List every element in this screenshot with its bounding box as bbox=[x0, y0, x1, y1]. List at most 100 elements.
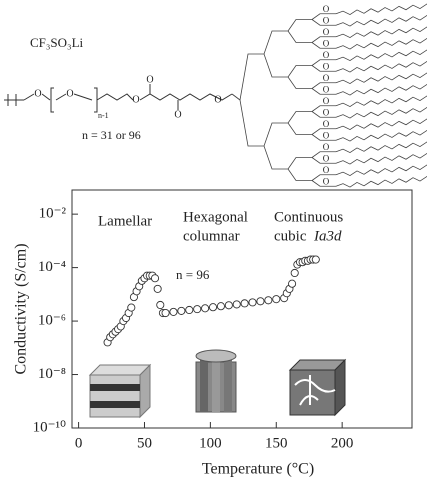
data-point bbox=[273, 296, 280, 303]
oxygen-label: O bbox=[323, 96, 330, 106]
backbone-bond bbox=[232, 94, 240, 100]
alkyl-chain bbox=[336, 4, 427, 15]
figure: CF₃SO₃Li n = 31 or 96 O O n-1 O O O O OO… bbox=[0, 0, 427, 486]
oxygen-label: O bbox=[323, 119, 330, 129]
branch-bond bbox=[240, 54, 264, 100]
alkyl-chain bbox=[336, 38, 427, 49]
y-axis-title: Conductivity (S/cm) bbox=[13, 243, 30, 374]
y-tick-label: 10⁻⁸ bbox=[38, 366, 66, 382]
oxygen-label: O bbox=[323, 84, 330, 94]
oxygen-label: O bbox=[323, 142, 330, 152]
oxygen-label: O bbox=[323, 50, 330, 60]
oxygen-label: O bbox=[323, 73, 330, 83]
data-point bbox=[151, 275, 158, 282]
branch-bond bbox=[288, 77, 312, 89]
data-point bbox=[194, 306, 201, 313]
x-axis-title: Temperature (°C) bbox=[202, 461, 314, 478]
alkyl-chain bbox=[336, 61, 427, 72]
x-tick-label: 150 bbox=[265, 435, 288, 451]
alkyl-chain bbox=[336, 96, 427, 107]
lamellar-inset bbox=[90, 365, 150, 417]
repeat-label: n-1 bbox=[98, 111, 109, 120]
x-tick-label: 0 bbox=[75, 435, 83, 451]
branch-bond bbox=[264, 146, 288, 169]
branch-bond bbox=[288, 31, 312, 43]
branch-bond bbox=[288, 20, 312, 32]
alkyl-chain bbox=[336, 176, 427, 187]
branch-bond bbox=[288, 158, 312, 170]
branch-bond bbox=[240, 100, 264, 146]
alkyl-chain bbox=[336, 130, 427, 141]
oxygen-label: O bbox=[323, 176, 330, 186]
oxygen-label: O bbox=[323, 27, 330, 37]
data-point bbox=[257, 298, 264, 305]
data-point bbox=[154, 285, 161, 292]
annotation: Ia3d bbox=[313, 228, 342, 244]
oxygen-label: O bbox=[323, 61, 330, 71]
alkyl-chain bbox=[336, 119, 427, 130]
data-point bbox=[209, 304, 216, 311]
branch-bond bbox=[264, 123, 288, 146]
x-tick-label: 200 bbox=[331, 435, 354, 451]
oxygen-label: O bbox=[323, 107, 330, 117]
y-tick-label: 10⁻⁶ bbox=[38, 313, 66, 329]
phase-insets bbox=[90, 350, 345, 417]
columnar-inset bbox=[196, 350, 236, 412]
data-point bbox=[202, 305, 209, 312]
alkyl-chain bbox=[336, 165, 427, 176]
data-point bbox=[128, 304, 135, 311]
alkyl-chain bbox=[336, 153, 427, 164]
salt-label: CF₃SO₃Li bbox=[30, 35, 84, 50]
data-point bbox=[217, 303, 224, 310]
data-point bbox=[241, 300, 248, 307]
data-point bbox=[162, 309, 169, 316]
annotation: cubic bbox=[274, 228, 307, 244]
branch-bond bbox=[264, 54, 288, 77]
x-tick-label: 100 bbox=[199, 435, 222, 451]
y-tick-label: 10⁻⁴ bbox=[38, 259, 66, 275]
page: CF₃SO₃Li n = 31 or 96 O O n-1 O O O O OO… bbox=[0, 0, 427, 486]
alkyl-chain bbox=[336, 73, 427, 84]
branch-bond bbox=[264, 31, 288, 54]
data-point bbox=[225, 302, 232, 309]
oxygen-label: O bbox=[34, 88, 41, 99]
cubic-inset bbox=[290, 360, 345, 415]
y-tick-label: 10⁻² bbox=[39, 206, 67, 222]
oxygen-label: O bbox=[214, 94, 221, 105]
alkyl-chain bbox=[336, 27, 427, 38]
alkyl-chain bbox=[336, 107, 427, 118]
annotation: Hexagonal bbox=[183, 209, 248, 225]
oxygen-label: O bbox=[323, 15, 330, 25]
oxygen-label: O bbox=[323, 165, 330, 175]
oxygen-label: O bbox=[323, 4, 330, 14]
data-point bbox=[170, 308, 177, 315]
data-point bbox=[288, 280, 295, 287]
oxygen-label: O bbox=[323, 130, 330, 140]
data-point bbox=[291, 269, 298, 276]
oxygen-label: O bbox=[146, 74, 153, 85]
branch-bond bbox=[288, 123, 312, 135]
data-point bbox=[312, 256, 319, 263]
alkyl-chain bbox=[336, 50, 427, 61]
annotation: n = 96 bbox=[176, 267, 210, 282]
alkyl-chain bbox=[336, 15, 427, 26]
annotation: columnar bbox=[183, 228, 240, 244]
data-point bbox=[265, 297, 272, 304]
branch-bond bbox=[288, 112, 312, 124]
annotation: Lamellar bbox=[98, 213, 152, 229]
data-point bbox=[186, 306, 193, 313]
oxygen-label: O bbox=[66, 88, 73, 99]
data-point bbox=[157, 301, 164, 308]
data-point bbox=[233, 301, 240, 308]
branch-bond bbox=[288, 169, 312, 181]
oxygen-label: O bbox=[174, 109, 181, 120]
structure-note: n = 31 or 96 bbox=[82, 128, 141, 142]
oxygen-label: O bbox=[132, 94, 139, 105]
oxygen-label: O bbox=[323, 38, 330, 48]
x-tick-label: 50 bbox=[137, 435, 152, 451]
y-tick-label: 10⁻¹⁰ bbox=[33, 419, 66, 435]
alkyl-chain bbox=[336, 84, 427, 95]
branch-bond bbox=[288, 66, 312, 78]
data-point bbox=[178, 307, 185, 314]
